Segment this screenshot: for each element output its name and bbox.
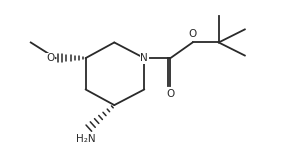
Text: H₂N: H₂N <box>76 134 96 144</box>
Text: O: O <box>166 89 174 99</box>
Text: O: O <box>188 29 197 39</box>
Text: O: O <box>46 53 54 63</box>
Text: N: N <box>140 53 148 63</box>
